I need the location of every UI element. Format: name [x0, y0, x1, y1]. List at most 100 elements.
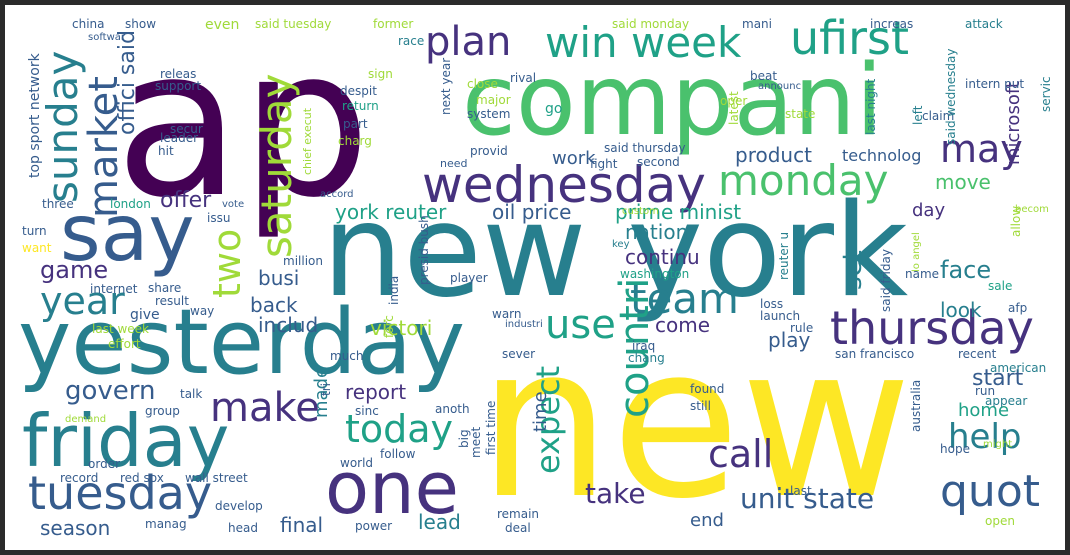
word-san-francisco: san francisco	[835, 347, 915, 361]
word-go: go	[545, 101, 563, 117]
word-world: world	[340, 456, 374, 470]
word-still: still	[690, 399, 711, 413]
word-head: head	[228, 521, 258, 535]
word-way: way	[190, 304, 215, 318]
word-need: need	[440, 157, 468, 170]
word-sunday: sunday	[38, 50, 87, 203]
word-product: product	[735, 143, 812, 167]
word-attack: attack	[965, 17, 1003, 31]
word-system: system	[467, 107, 511, 121]
word-look: look	[940, 298, 982, 322]
word-includ: includ	[258, 313, 319, 337]
word-claim: claim	[922, 109, 955, 123]
word-technolog: technolog	[842, 146, 922, 165]
word-india: india	[387, 275, 401, 305]
word-manag: manag	[145, 517, 187, 531]
word-tuesday: tuesday	[28, 466, 213, 520]
word-final: final	[280, 513, 324, 537]
word-becom: becom	[1015, 204, 1049, 215]
word-group: group	[145, 404, 180, 418]
word-compani: compani	[462, 44, 883, 158]
word-saturday: saturday	[252, 73, 301, 259]
word-loss: loss	[760, 297, 784, 311]
word-help: help	[948, 417, 1022, 457]
word-state: state	[785, 107, 816, 121]
word-close: close	[467, 77, 498, 91]
word-say: say	[60, 189, 195, 279]
word-second: second	[637, 155, 680, 169]
word-order: order	[88, 457, 120, 471]
word-announc: announc	[758, 81, 802, 92]
word-deal: deal	[505, 521, 531, 535]
word-forc: forc	[382, 315, 396, 338]
word-name: name	[905, 267, 940, 281]
word-accord: accord	[320, 189, 354, 200]
word-want: want	[22, 241, 52, 255]
word-run: run	[975, 384, 996, 398]
word-first-time: first time	[484, 400, 498, 455]
word-provid: provid	[470, 144, 508, 158]
word-york-reuter: york reuter	[335, 200, 447, 224]
word-softwar: softwar	[88, 32, 126, 43]
word-time: time	[530, 391, 551, 432]
word-intern-put: intern put	[965, 77, 1025, 91]
word-quot: quot	[940, 466, 1040, 517]
word-beat: beat	[750, 69, 778, 83]
word-left: left	[911, 105, 925, 125]
word-develop: develop	[215, 499, 263, 513]
word-continu: continu	[625, 245, 700, 269]
word-mani: mani	[742, 17, 772, 31]
word-result: result	[155, 294, 189, 308]
word-fight: fight	[590, 157, 618, 171]
word-victori: victori	[370, 316, 433, 340]
word-secur: secur	[170, 122, 203, 136]
word-ufirst: ufirst	[790, 11, 910, 65]
word-said-tuesday: said tuesday	[255, 17, 332, 31]
word-launch: launch	[760, 309, 801, 323]
word-unit-state: unit state	[740, 482, 875, 515]
word-home: home	[958, 400, 1010, 421]
word-open: open	[985, 514, 1015, 528]
word-rival: rival	[510, 71, 537, 85]
word-demand: demand	[65, 414, 107, 425]
word-hope: hope	[940, 442, 970, 456]
word-custom: custom	[622, 206, 659, 217]
word-australia: australia	[909, 379, 923, 432]
word-call: call	[708, 432, 774, 476]
word-american: american	[990, 361, 1047, 375]
word-million: million	[283, 254, 323, 268]
word-warn: warn	[492, 307, 522, 321]
word-turn: turn	[22, 224, 47, 238]
word-hit: hit	[158, 144, 174, 158]
word-lead: lead	[418, 510, 461, 534]
word-found: found	[690, 382, 725, 396]
word-new-york: new york	[322, 177, 909, 326]
word-charg: charg	[338, 134, 372, 148]
word-prime-minist: prime minist	[615, 200, 742, 224]
word-team: team	[630, 274, 739, 323]
word-vote: vote	[222, 199, 245, 210]
word-yesterday: yesterday	[18, 290, 466, 395]
word-oper: oper	[720, 94, 748, 108]
word-show: show	[125, 17, 157, 31]
word-anoth: anoth	[435, 402, 470, 416]
word-friday: friday	[22, 399, 230, 483]
word-back: back	[250, 293, 298, 317]
word-nation: nation	[625, 220, 689, 244]
word-last: last	[790, 484, 812, 498]
word-ap: ap	[115, 5, 371, 243]
word-record: record	[60, 471, 99, 485]
word-move: move	[935, 170, 991, 194]
word-busi: busi	[258, 266, 300, 290]
word-microsoft: microsoft	[1003, 81, 1024, 165]
word-take: take	[585, 477, 646, 510]
word-plan: plan	[425, 19, 512, 65]
word-offer: offer	[160, 188, 212, 213]
word-sale: sale	[988, 279, 1013, 293]
word-share: share	[148, 281, 182, 295]
word-day: day	[912, 200, 946, 221]
word-chief-execut: chief execut	[301, 107, 314, 175]
word-thursday: thursday	[830, 301, 1034, 355]
word-chang: chang	[628, 351, 665, 365]
word-new: new	[478, 300, 913, 545]
